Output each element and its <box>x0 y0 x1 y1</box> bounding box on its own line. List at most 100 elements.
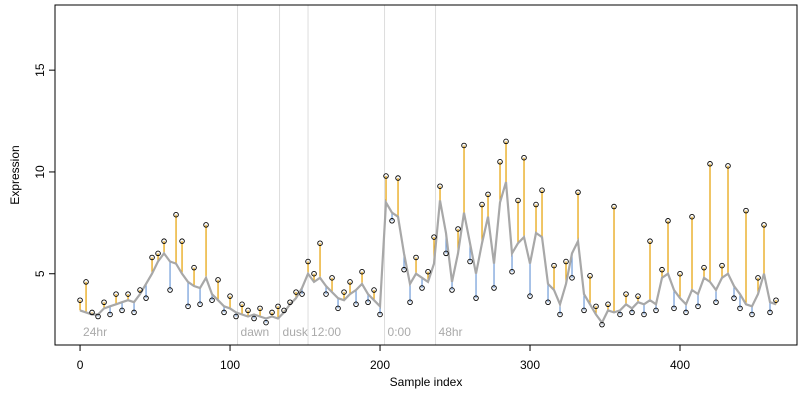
plot-frame <box>54 4 798 346</box>
x-tick-label: 100 <box>220 358 240 372</box>
data-point <box>323 291 329 297</box>
data-point <box>719 262 725 269</box>
data-point <box>239 301 245 308</box>
data-point <box>545 299 551 305</box>
data-point <box>455 226 461 232</box>
annotation: 12:00 <box>311 325 341 339</box>
data-point <box>647 238 653 244</box>
data-point <box>341 289 347 295</box>
data-point <box>299 291 305 297</box>
data-point <box>383 173 389 179</box>
data-point <box>737 305 743 312</box>
data-point <box>263 319 269 326</box>
data-point <box>395 175 401 181</box>
data-point <box>329 275 335 281</box>
data-point <box>695 303 701 310</box>
data-point <box>221 309 227 316</box>
data-point <box>701 264 707 271</box>
x-tick-label: 300 <box>520 358 540 372</box>
data-point <box>473 295 479 301</box>
data-point <box>665 218 671 224</box>
data-point <box>125 291 131 297</box>
data-point <box>413 254 419 261</box>
data-point <box>623 291 629 297</box>
data-point <box>503 138 509 145</box>
data-point <box>773 297 779 303</box>
data-point <box>275 303 281 310</box>
data-point <box>353 301 359 308</box>
data-point <box>743 207 749 214</box>
data-point <box>191 264 197 271</box>
data-point <box>149 254 155 261</box>
data-point <box>749 311 755 318</box>
fitted-line <box>79 181 777 325</box>
data-point <box>203 222 209 228</box>
x-tick-label: 400 <box>670 358 690 372</box>
data-point <box>641 311 647 318</box>
data-point <box>77 297 83 303</box>
annotation: 0:00 <box>388 325 412 339</box>
data-point <box>209 297 215 303</box>
data-point <box>533 201 539 208</box>
y-tick-label: 10 <box>33 165 47 179</box>
data-point <box>467 258 473 265</box>
data-point <box>287 299 293 305</box>
data-point <box>521 154 527 161</box>
data-point <box>671 305 677 312</box>
data-point <box>155 250 161 257</box>
data-point <box>689 213 695 220</box>
data-point <box>407 299 413 305</box>
data-point <box>731 295 737 301</box>
data-point <box>161 238 167 244</box>
data-point <box>509 268 515 275</box>
data-point <box>107 311 113 318</box>
data-point <box>653 307 659 314</box>
annotation: 48hr <box>439 325 463 339</box>
data-point <box>425 268 431 275</box>
data-point <box>215 277 221 283</box>
data-point <box>491 285 497 291</box>
data-point <box>101 299 107 305</box>
data-point <box>605 301 611 308</box>
data-point <box>713 299 719 305</box>
x-tick-label: 200 <box>370 358 390 372</box>
data-point <box>113 291 119 297</box>
data-point <box>593 303 599 310</box>
data-point <box>677 270 683 277</box>
data-point <box>683 309 689 316</box>
data-point <box>443 250 449 257</box>
data-point <box>347 279 353 285</box>
data-point <box>497 159 503 165</box>
data-point <box>761 222 767 228</box>
data-point <box>401 266 407 273</box>
data-point <box>707 161 713 167</box>
data-point <box>449 287 455 293</box>
x-tick-label: 0 <box>77 358 84 372</box>
data-point <box>95 313 101 320</box>
data-point <box>311 270 317 277</box>
data-point <box>281 307 287 314</box>
data-point <box>143 295 149 301</box>
data-point <box>119 307 125 314</box>
data-point <box>293 289 299 295</box>
x-axis-title: Sample index <box>390 375 463 389</box>
data-point <box>539 187 545 194</box>
data-point <box>131 309 137 316</box>
annotation: dawn <box>241 325 270 339</box>
data-point <box>83 279 89 285</box>
data-point <box>587 273 593 279</box>
data-point <box>269 309 275 316</box>
data-point <box>479 201 485 208</box>
data-point <box>581 307 587 314</box>
data-point <box>617 311 623 318</box>
data-point <box>611 203 617 210</box>
data-point <box>629 309 635 316</box>
data-point <box>185 303 191 310</box>
data-point <box>755 275 761 281</box>
data-point <box>365 299 371 305</box>
y-tick-label: 15 <box>33 63 47 77</box>
y-axis-title: Expression <box>8 145 22 204</box>
data-point <box>335 305 341 312</box>
data-point <box>725 163 731 169</box>
